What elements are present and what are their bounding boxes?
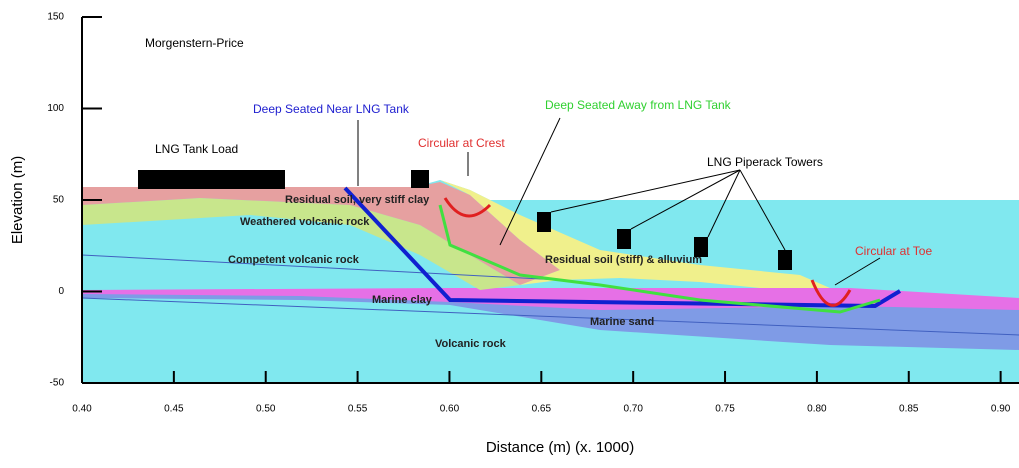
x-tick-label: 0.55	[348, 404, 368, 415]
y-tick-label: -50	[50, 378, 65, 389]
y-tick-label: 100	[47, 103, 64, 114]
annotation: Deep Seated Near LNG Tank	[253, 102, 410, 116]
y-tick-label: 150	[47, 12, 64, 23]
method-label: Morgenstern-Price	[145, 36, 244, 50]
layer-label: Residual soil, very stiff clay	[285, 194, 430, 206]
layer-label: Marine clay	[372, 294, 433, 306]
x-tick-label: 0.40	[72, 404, 92, 415]
annotation: Circular at Toe	[855, 244, 932, 258]
y-tick-label: 0	[58, 286, 64, 297]
layer-label: Weathered volcanic rock	[240, 216, 370, 228]
annotation: LNG Tank Load	[155, 142, 238, 156]
layer-label: Residual soil (stiff) & alluvium	[545, 254, 702, 266]
x-tick-label: 0.80	[807, 404, 827, 415]
layer-label: Competent volcanic rock	[228, 254, 360, 266]
x-axis-title: Distance (m) (x. 1000)	[486, 439, 634, 456]
x-tick-label: 0.85	[899, 404, 919, 415]
x-tick-label: 0.50	[256, 404, 276, 415]
x-tick-label: 0.90	[991, 404, 1011, 415]
layer-label: Volcanic rock	[435, 338, 507, 350]
x-tick-label: 0.65	[532, 404, 552, 415]
x-tick-label: 0.60	[440, 404, 460, 415]
x-tick-label: 0.45	[164, 404, 184, 415]
y-axis-title: Elevation (m)	[9, 156, 26, 244]
annotation: Circular at Crest	[418, 136, 505, 150]
annotation: Deep Seated Away from LNG Tank	[545, 98, 732, 112]
x-tick-label: 0.70	[623, 404, 643, 415]
y-tick-label: 50	[53, 195, 65, 206]
annotation: LNG Piperack Towers	[707, 155, 823, 169]
layer-label: Marine sand	[590, 316, 654, 328]
x-tick-label: 0.75	[715, 404, 735, 415]
chart: Morgenstern-Price LNG Tank Load Deep Sea…	[0, 0, 1019, 463]
